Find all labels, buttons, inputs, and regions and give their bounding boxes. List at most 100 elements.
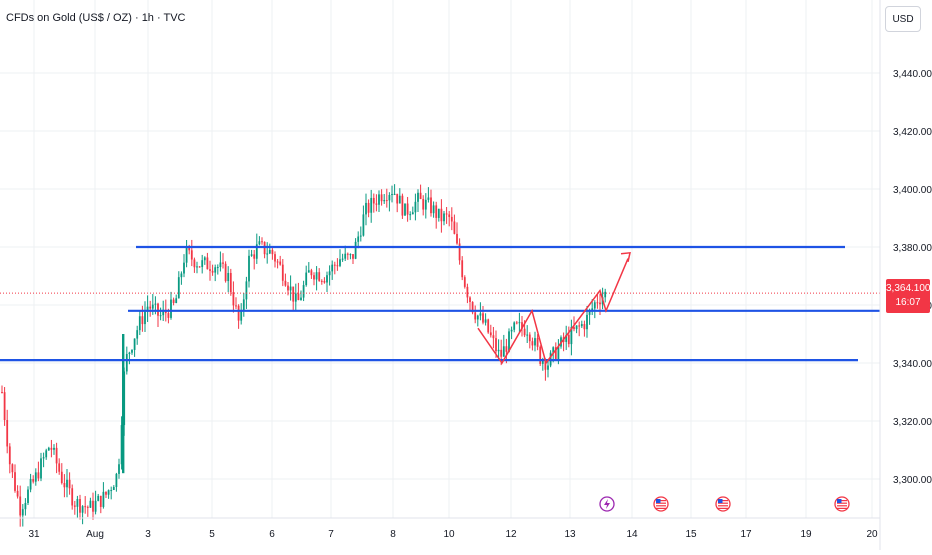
- x-tick-label: 10: [443, 529, 455, 540]
- event-layer: [599, 496, 850, 512]
- candle-body: [11, 464, 14, 473]
- candle-body: [136, 330, 139, 339]
- candle-body: [125, 354, 128, 372]
- candle-body: [544, 361, 547, 370]
- candle-body: [526, 334, 529, 336]
- x-tick-label: 12: [505, 529, 517, 540]
- candle-body: [170, 299, 172, 318]
- candle-body: [432, 205, 435, 214]
- candle-body: [255, 244, 258, 259]
- candle-body: [253, 254, 256, 259]
- candle-layer: [1, 184, 607, 527]
- bar-countdown: 16:07: [895, 297, 921, 308]
- candle-body: [287, 285, 289, 291]
- candle-body: [593, 302, 596, 309]
- candle-body: [250, 254, 253, 256]
- candle-body: [534, 338, 536, 346]
- candle-body: [245, 281, 248, 300]
- x-tick-label: 13: [564, 529, 576, 540]
- candle-body: [339, 259, 341, 266]
- candle-body: [261, 241, 263, 243]
- x-tick-label: 5: [209, 529, 215, 540]
- candle-body: [508, 331, 510, 352]
- candle-body: [284, 280, 287, 286]
- candle-body: [159, 315, 162, 317]
- candle-body: [406, 203, 409, 215]
- candle-body: [305, 272, 308, 286]
- candle-body: [50, 447, 53, 450]
- candle-body: [362, 214, 365, 236]
- candle-body: [469, 297, 471, 302]
- candle-body: [268, 249, 271, 254]
- candle-body: [214, 267, 217, 273]
- candle-body: [154, 303, 157, 305]
- candle-body: [341, 258, 344, 260]
- candle-body: [479, 313, 482, 316]
- chart-title: CFDs on Gold (US$ / OZ) · 1h · TVC: [6, 12, 186, 24]
- us-flag-icon[interactable]: [653, 496, 669, 512]
- candle-body: [302, 285, 305, 298]
- candle-body: [445, 213, 448, 215]
- lightning-icon[interactable]: [599, 496, 615, 512]
- candle-body: [81, 506, 84, 513]
- candle-body: [63, 483, 66, 488]
- candle-body: [209, 269, 211, 271]
- candle-body: [307, 270, 310, 273]
- us-flag-icon[interactable]: [715, 496, 731, 512]
- candle-body: [27, 489, 29, 503]
- candle-body: [541, 361, 544, 364]
- annotation-path[interactable]: [477, 258, 629, 365]
- candle-body: [266, 253, 269, 255]
- candle-body: [505, 346, 508, 352]
- candle-body: [229, 272, 232, 293]
- candle-body: [167, 313, 170, 318]
- y-tick-label: 3,340.000: [893, 359, 932, 370]
- x-tick-label: 31: [28, 529, 40, 540]
- candle-body: [380, 194, 383, 202]
- candle-body: [313, 275, 315, 280]
- candle-body: [424, 199, 427, 210]
- candle-body: [463, 277, 466, 287]
- candle-body: [203, 257, 206, 261]
- candle-body: [323, 280, 326, 283]
- us-flag-icon[interactable]: [834, 496, 850, 512]
- candle-body: [53, 447, 55, 450]
- candle-body: [84, 506, 87, 508]
- candle-body: [177, 277, 180, 299]
- candle-body: [359, 235, 362, 237]
- y-tick-label: 3,320.000: [893, 417, 932, 428]
- candle-body: [110, 490, 113, 492]
- y-tick-label: 3,420.000: [893, 127, 932, 138]
- candle-body: [219, 262, 222, 268]
- candle-body: [73, 505, 76, 507]
- candle-body: [554, 347, 557, 360]
- candle-body: [248, 255, 250, 282]
- candle-body: [185, 246, 188, 263]
- candle-body: [175, 298, 178, 304]
- candle-body: [222, 262, 224, 264]
- candle-body: [42, 457, 45, 459]
- candle-body: [40, 458, 42, 479]
- candle-body: [105, 491, 107, 495]
- candle-body: [596, 302, 599, 304]
- candle-body: [271, 249, 274, 255]
- candle-body: [482, 313, 484, 323]
- candle-body: [578, 325, 581, 327]
- candle-body: [414, 201, 417, 213]
- candle-body: [466, 286, 469, 298]
- candle-body: [196, 266, 198, 268]
- candle-body: [94, 500, 97, 512]
- candle-body: [66, 479, 68, 488]
- candle-body: [565, 335, 568, 342]
- currency-button[interactable]: USD: [885, 6, 921, 32]
- candle-body: [29, 479, 32, 490]
- candle-body: [102, 491, 105, 507]
- candle-body: [528, 334, 531, 342]
- candle-body: [297, 293, 300, 301]
- grid-layer: [0, 0, 880, 518]
- lines-layer: [0, 245, 880, 365]
- candle-body: [146, 306, 149, 312]
- candle-body: [513, 322, 516, 330]
